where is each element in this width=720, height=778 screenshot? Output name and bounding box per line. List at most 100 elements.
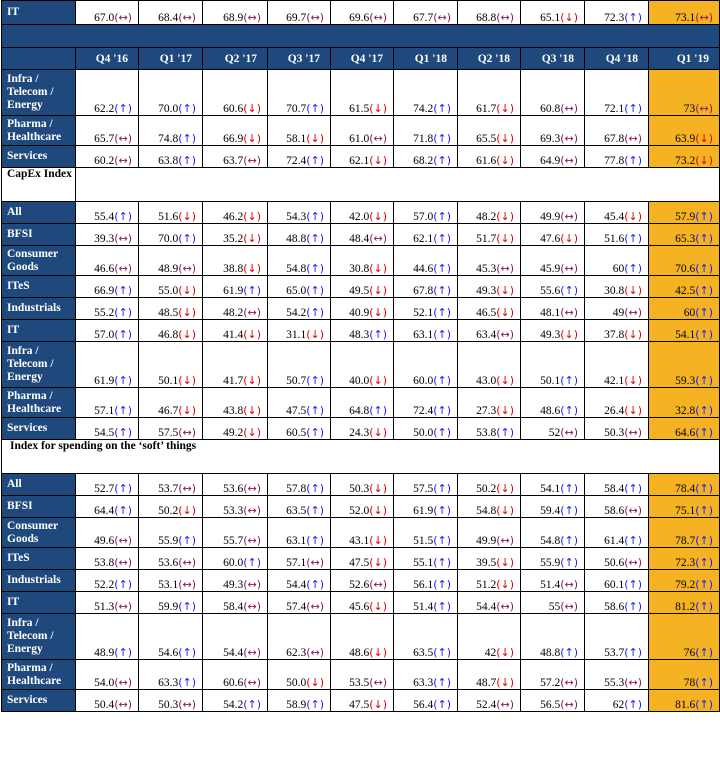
cell-value: 62.1: [413, 233, 434, 245]
trend-flat-icon: (↔): [560, 262, 578, 275]
cell-value: 63.3: [158, 677, 179, 689]
cell-value: 67.0: [94, 12, 115, 24]
cell-value: 55.2: [94, 307, 115, 319]
value-cell: 53.3(↔): [202, 495, 268, 518]
value-cell: 50.0(↑): [393, 417, 458, 440]
trend-down-icon: (↓): [695, 154, 713, 167]
cell-value: 69.6: [349, 12, 370, 24]
trend-flat-icon: (↔): [243, 600, 261, 613]
value-cell: 70.0(↑): [138, 69, 203, 116]
value-cell: 70.7(↑): [267, 69, 331, 116]
cell-value: 45.6: [349, 601, 370, 613]
value-cell: 53.6(↔): [138, 547, 203, 570]
value-cell: 50.4(↔): [75, 689, 139, 712]
value-cell: 48.3(↑): [330, 319, 394, 342]
cell-value: 43.0: [476, 375, 497, 387]
trend-up-icon: (↑): [433, 132, 451, 145]
value-cell: 38.8(↓): [202, 245, 268, 276]
cell-value: 54.4: [476, 601, 497, 613]
value-cell: 66.9(↓): [202, 115, 268, 146]
cell-value: 51.5: [413, 535, 434, 547]
value-cell: 75.1(↑): [648, 495, 720, 518]
value-cell: 78(↑): [648, 659, 720, 690]
value-cell: 61.9(↑): [393, 495, 458, 518]
value-cell: 59.4(↑): [520, 495, 585, 518]
cell-value: 69.3: [540, 133, 561, 145]
table-row: Consumer Goods 49.6(↔) 55.9(↑) 55.7(↔) 63.1(…: [1, 517, 720, 548]
value-cell: 49.3(↔): [202, 569, 268, 592]
value-cell: 52.4(↔): [457, 689, 521, 712]
value-cell: 48.7(↓): [457, 659, 521, 690]
trend-up-icon: (↑): [560, 534, 578, 547]
value-cell: 45.4(↓): [584, 201, 649, 224]
cell-value: 52.2: [94, 579, 115, 591]
trend-up-icon: (↑): [695, 646, 713, 659]
cell-value: 81.6: [675, 699, 696, 711]
trend-up-icon: (↑): [695, 262, 713, 275]
trend-up-icon: (↑): [243, 284, 261, 297]
trend-up-icon: (↑): [695, 534, 713, 547]
value-cell: 51.3(↔): [75, 591, 139, 614]
trend-up-icon: (↑): [624, 698, 642, 711]
value-cell: 39.3(↔): [75, 223, 139, 246]
cell-value: 48.8: [540, 647, 561, 659]
cell-value: 49.9: [476, 535, 497, 547]
value-cell: 68.8(↔): [457, 0, 521, 25]
cell-value: 50.1: [540, 375, 561, 387]
trend-up-icon: (↑): [114, 210, 132, 223]
row-label: Industrials: [1, 569, 76, 592]
cell-value: 35.2: [223, 233, 244, 245]
trend-flat-icon: (↔): [624, 504, 642, 517]
cell-value: 62.2: [94, 103, 115, 115]
column-header: Q3 '18: [520, 47, 585, 70]
trend-down-icon: (↓): [369, 534, 387, 547]
cell-value: 54.6: [158, 647, 179, 659]
value-cell: 42(↓): [457, 613, 521, 660]
trend-flat-icon: (↔): [560, 600, 578, 613]
value-cell: 51.2(↓): [457, 569, 521, 592]
cell-value: 64.6: [675, 427, 696, 439]
trend-down-icon: (↓): [243, 210, 261, 223]
table-row: BFSI 39.3(↔) 70.0(↑) 35.2(↓) 48.8(↑) 48.4(↔) 6…: [1, 223, 720, 246]
cell-value: 48.1: [540, 307, 561, 319]
trend-up-icon: (↑): [306, 482, 324, 495]
trend-flat-icon: (↔): [178, 426, 196, 439]
value-cell: 54.4(↔): [457, 591, 521, 614]
trend-down-icon: (↓): [496, 210, 514, 223]
value-cell: 65.3(↑): [648, 223, 720, 246]
row-label: IT: [1, 0, 76, 25]
value-cell: 69.6(↔): [330, 0, 394, 25]
trend-down-icon: (↓): [369, 426, 387, 439]
trend-flat-icon: (↔): [560, 154, 578, 167]
row-label: Infra / Telecom / Energy: [1, 69, 76, 116]
cell-value: 54.1: [540, 483, 561, 495]
cell-value: 50.0: [413, 427, 434, 439]
trend-flat-icon: (↔): [114, 132, 132, 145]
trend-up-icon: (↑): [695, 284, 713, 297]
value-cell: 48.6(↓): [330, 613, 394, 660]
section-title-row: CapEx Index: [1, 167, 720, 202]
trend-up-icon: (↑): [114, 284, 132, 297]
value-cell: 61.4(↑): [584, 517, 649, 548]
value-cell: 51.6(↑): [584, 223, 649, 246]
value-cell: 47.5(↓): [330, 547, 394, 570]
trend-up-icon: (↑): [178, 646, 196, 659]
trend-down-icon: (↓): [243, 374, 261, 387]
table-row: Infra / Telecom / Energy 61.9(↑) 50.1(↓) 41…: [1, 341, 720, 388]
cell-value: 61.4: [604, 535, 625, 547]
cell-value: 47.5: [286, 405, 307, 417]
value-cell: 46.2(↓): [202, 201, 268, 224]
trend-up-icon: (↑): [433, 284, 451, 297]
value-cell: 50.0(↓): [267, 659, 331, 690]
trend-flat-icon: (↔): [560, 676, 578, 689]
value-cell: 57.5(↔): [138, 417, 203, 440]
value-cell: 57.4(↔): [267, 591, 331, 614]
cell-value: 56.5: [540, 699, 561, 711]
trend-flat-icon: (↔): [243, 646, 261, 659]
table-row: Industrials 52.2(↑) 53.1(↔) 49.3(↔) 54.4(↑) 5…: [1, 569, 720, 592]
value-cell: 51.7(↓): [457, 223, 521, 246]
trend-up-icon: (↑): [624, 578, 642, 591]
cell-value: 66.9: [94, 285, 115, 297]
value-cell: 57.0(↑): [393, 201, 458, 224]
trend-up-icon: (↑): [695, 676, 713, 689]
